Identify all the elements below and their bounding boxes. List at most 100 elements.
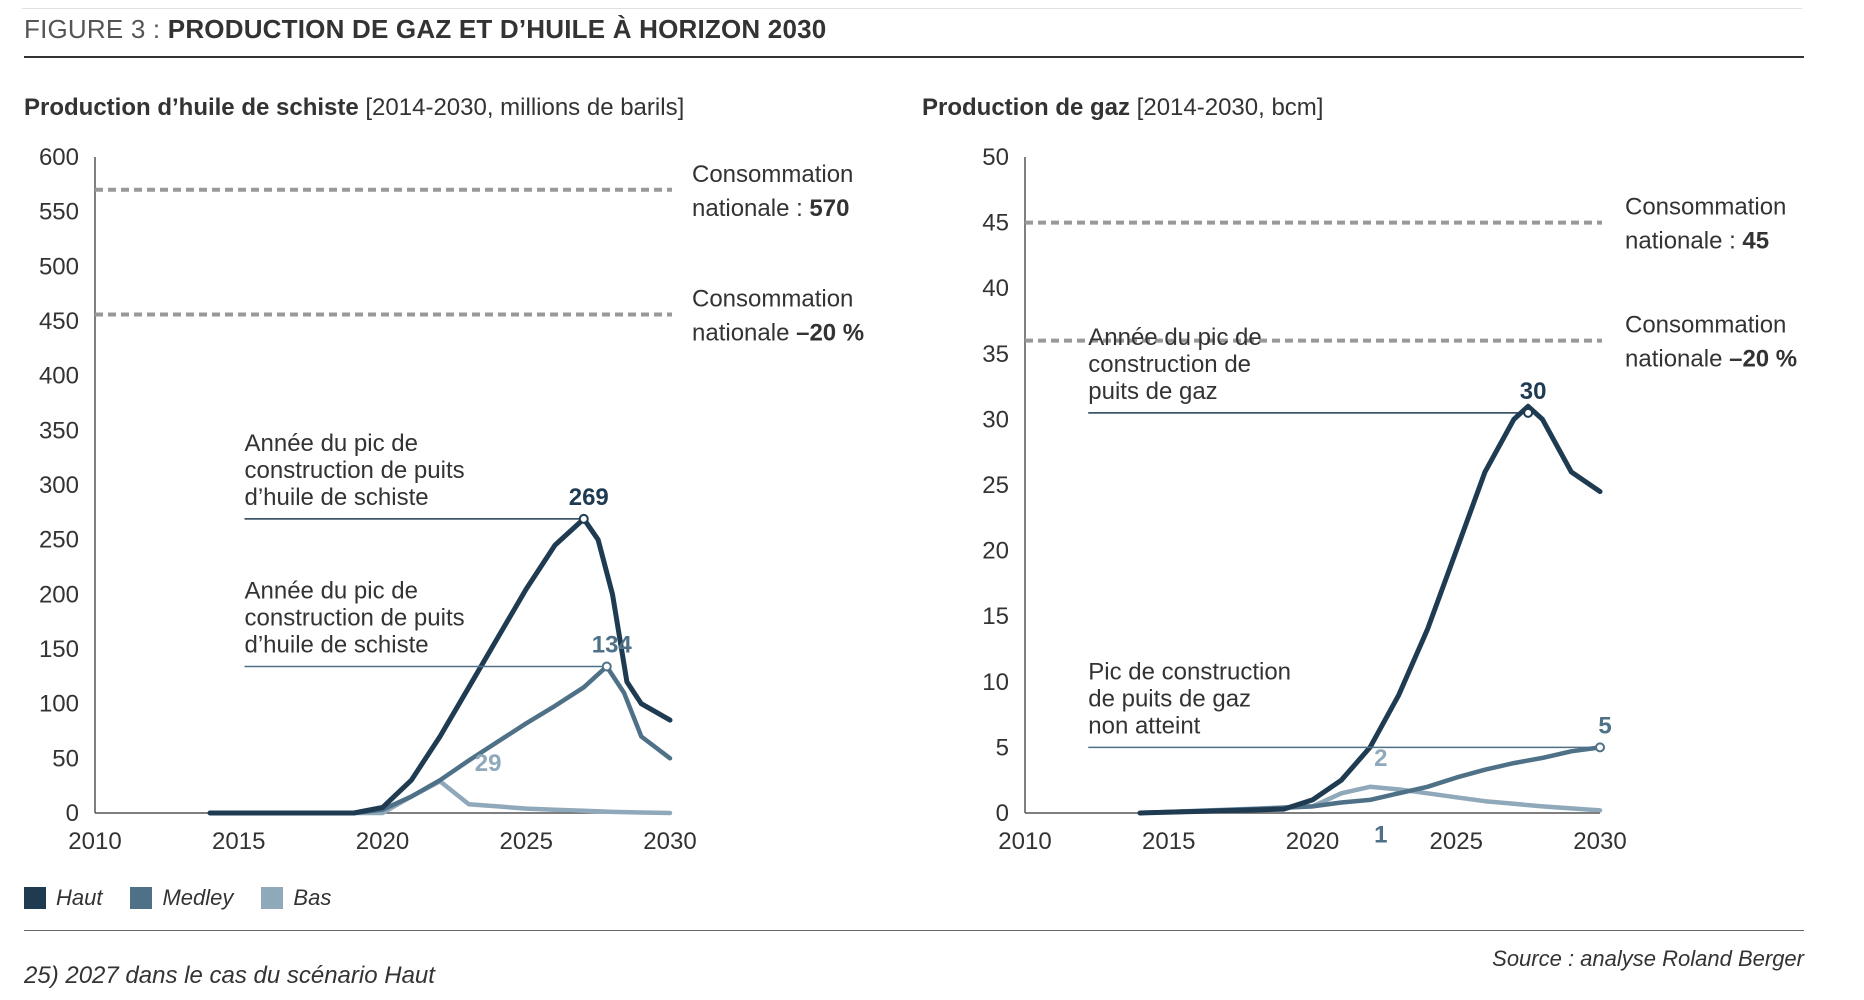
oil-series-haut: [207, 516, 673, 816]
gas-series-bas: [1137, 784, 1603, 816]
legend: Haut Medley Bas: [24, 885, 331, 911]
legend-item-haut: Haut: [24, 885, 102, 911]
oil-annotation-text: construction de puits: [245, 604, 465, 631]
oil-y-tick-label: 500: [39, 253, 79, 280]
gas-annotation-marker: [1595, 742, 1605, 753]
gas-annotation-text: non atteint: [1088, 712, 1200, 739]
gas-y-tick-label: 30: [982, 406, 1009, 433]
oil-annotation-marker: [601, 661, 612, 672]
gas-y-tick-label: 35: [982, 341, 1009, 368]
gas-series-haut: [1137, 403, 1603, 816]
legend-label-medley: Medley: [162, 885, 234, 910]
gas-annotation-marker: [1523, 407, 1534, 418]
gas-annotation-text: puits de gaz: [1088, 378, 1217, 405]
legend-item-medley: Medley: [130, 885, 233, 911]
gas-x-tick-label: 2020: [1286, 828, 1339, 855]
oil-y-tick-label: 0: [66, 800, 79, 827]
oil-chart-title: Production d’huile de schiste [2014-2030…: [24, 94, 684, 122]
oil-reference-value: 570: [809, 195, 849, 222]
oil-reference-label: nationale –20 %: [692, 319, 864, 346]
gas-series-medley: [1137, 745, 1603, 816]
oil-annotation-value: 134: [592, 631, 633, 658]
legend-label-haut: Haut: [56, 885, 103, 910]
gas-annotation-value: 1: [1374, 821, 1387, 848]
oil-chart-title-rest: [2014-2030, millions de barils]: [358, 94, 685, 121]
oil-annotation-text: Année du pic de: [245, 430, 418, 457]
source-note: Source : analyse Roland Berger: [1492, 946, 1804, 971]
oil-annotation-marker: [578, 513, 589, 524]
gas-annotation-value: 2: [1374, 745, 1387, 772]
gas-y-tick-label: 25: [982, 472, 1009, 499]
oil-x-tick-label: 2020: [356, 828, 409, 855]
title-rule: [24, 56, 1804, 58]
gas-annotation-text: construction de: [1088, 351, 1251, 378]
oil-series-medley: [207, 664, 673, 816]
gas-reference-label: Consommation: [1625, 312, 1786, 339]
oil-reference-label: Consommation: [692, 285, 853, 312]
oil-annotation-value: 29: [475, 750, 502, 777]
gas-reference-label: nationale : 45: [1625, 228, 1769, 255]
gas-y-tick-label: 0: [996, 800, 1009, 827]
oil-y-tick-label: 300: [39, 472, 79, 499]
legend-swatch-haut: [24, 887, 46, 909]
oil-annotation-text: d’huile de schiste: [245, 484, 429, 511]
oil-y-tick-label: 250: [39, 527, 79, 554]
oil-annotation-text: Année du pic de: [245, 577, 418, 604]
top-border: [22, 8, 1802, 9]
oil-y-tick-label: 600: [39, 144, 79, 171]
legend-item-bas: Bas: [261, 885, 331, 911]
figure-title: FIGURE 3 : PRODUCTION DE GAZ ET D’HUILE …: [24, 14, 826, 45]
oil-series-bas: [207, 779, 673, 816]
oil-chart-title-bold: Production d’huile de schiste: [24, 94, 359, 121]
legend-swatch-medley: [130, 887, 153, 909]
gas-y-tick-label: 45: [982, 210, 1009, 237]
oil-y-tick-label: 50: [52, 745, 79, 772]
gas-x-tick-label: 2010: [998, 828, 1051, 855]
figure-label: FIGURE 3 :: [24, 14, 168, 44]
oil-y-tick-label: 400: [39, 363, 79, 390]
gas-reference-label: nationale –20 %: [1625, 346, 1797, 373]
oil-y-tick-label: 450: [39, 308, 79, 335]
oil-reference-value: –20 %: [796, 319, 864, 346]
oil-y-tick-label: 550: [39, 199, 79, 226]
gas-annotation-value: 5: [1598, 712, 1611, 739]
gas-annotation-text: Année du pic de: [1088, 324, 1261, 351]
oil-y-tick-label: 200: [39, 581, 79, 608]
oil-annotation-value: 269: [569, 484, 609, 511]
gas-reference-value: 45: [1742, 228, 1769, 255]
legend-label-bas: Bas: [293, 885, 332, 910]
oil-y-tick-label: 150: [39, 636, 79, 663]
gas-annotation-value: 30: [1520, 378, 1547, 405]
gas-chart-title-bold: Production de gaz: [922, 94, 1131, 121]
oil-x-tick-label: 2010: [68, 828, 121, 855]
footnote: 25) 2027 dans le cas du scénario Haut: [24, 962, 435, 989]
gas-y-tick-label: 5: [996, 734, 1009, 761]
gas-reference-value: –20 %: [1729, 346, 1797, 373]
oil-annotation-text: d’huile de schiste: [245, 631, 429, 658]
gas-y-tick-label: 50: [982, 144, 1009, 171]
gas-x-tick-label: 2025: [1430, 828, 1483, 855]
gas-annotation-text: Pic de construction: [1088, 658, 1291, 685]
footer-rule: [24, 930, 1804, 931]
gas-chart-title-rest: [2014-2030, bcm]: [1130, 94, 1324, 121]
gas-y-tick-label: 15: [982, 603, 1009, 630]
oil-y-tick-label: 100: [39, 691, 79, 718]
oil-x-tick-label: 2015: [212, 828, 265, 855]
gas-y-tick-label: 10: [982, 669, 1009, 696]
oil-reference-label: nationale : 570: [692, 195, 849, 222]
gas-y-tick-label: 20: [982, 538, 1009, 565]
oil-production-chart: 0 50 100 150 200 250 300 350 400 450 500 550 600 2010…: [39, 144, 864, 855]
gas-annotation-text: de puits de gaz: [1088, 685, 1251, 712]
figure-main-title: PRODUCTION DE GAZ ET D’HUILE À HORIZON 2…: [167, 14, 827, 44]
oil-y-tick-label: 350: [39, 417, 79, 444]
gas-x-tick-label: 2015: [1142, 828, 1195, 855]
legend-swatch-bas: [261, 887, 284, 909]
oil-reference-label: Consommation: [692, 161, 853, 188]
gas-reference-label: Consommation: [1625, 194, 1786, 221]
oil-annotation-text: construction de puits: [245, 457, 465, 484]
oil-x-tick-label: 2025: [500, 828, 553, 855]
gas-y-tick-label: 40: [982, 275, 1009, 302]
gas-chart-title: Production de gaz [2014-2030, bcm]: [922, 94, 1323, 122]
gas-x-tick-label: 2030: [1573, 828, 1626, 855]
